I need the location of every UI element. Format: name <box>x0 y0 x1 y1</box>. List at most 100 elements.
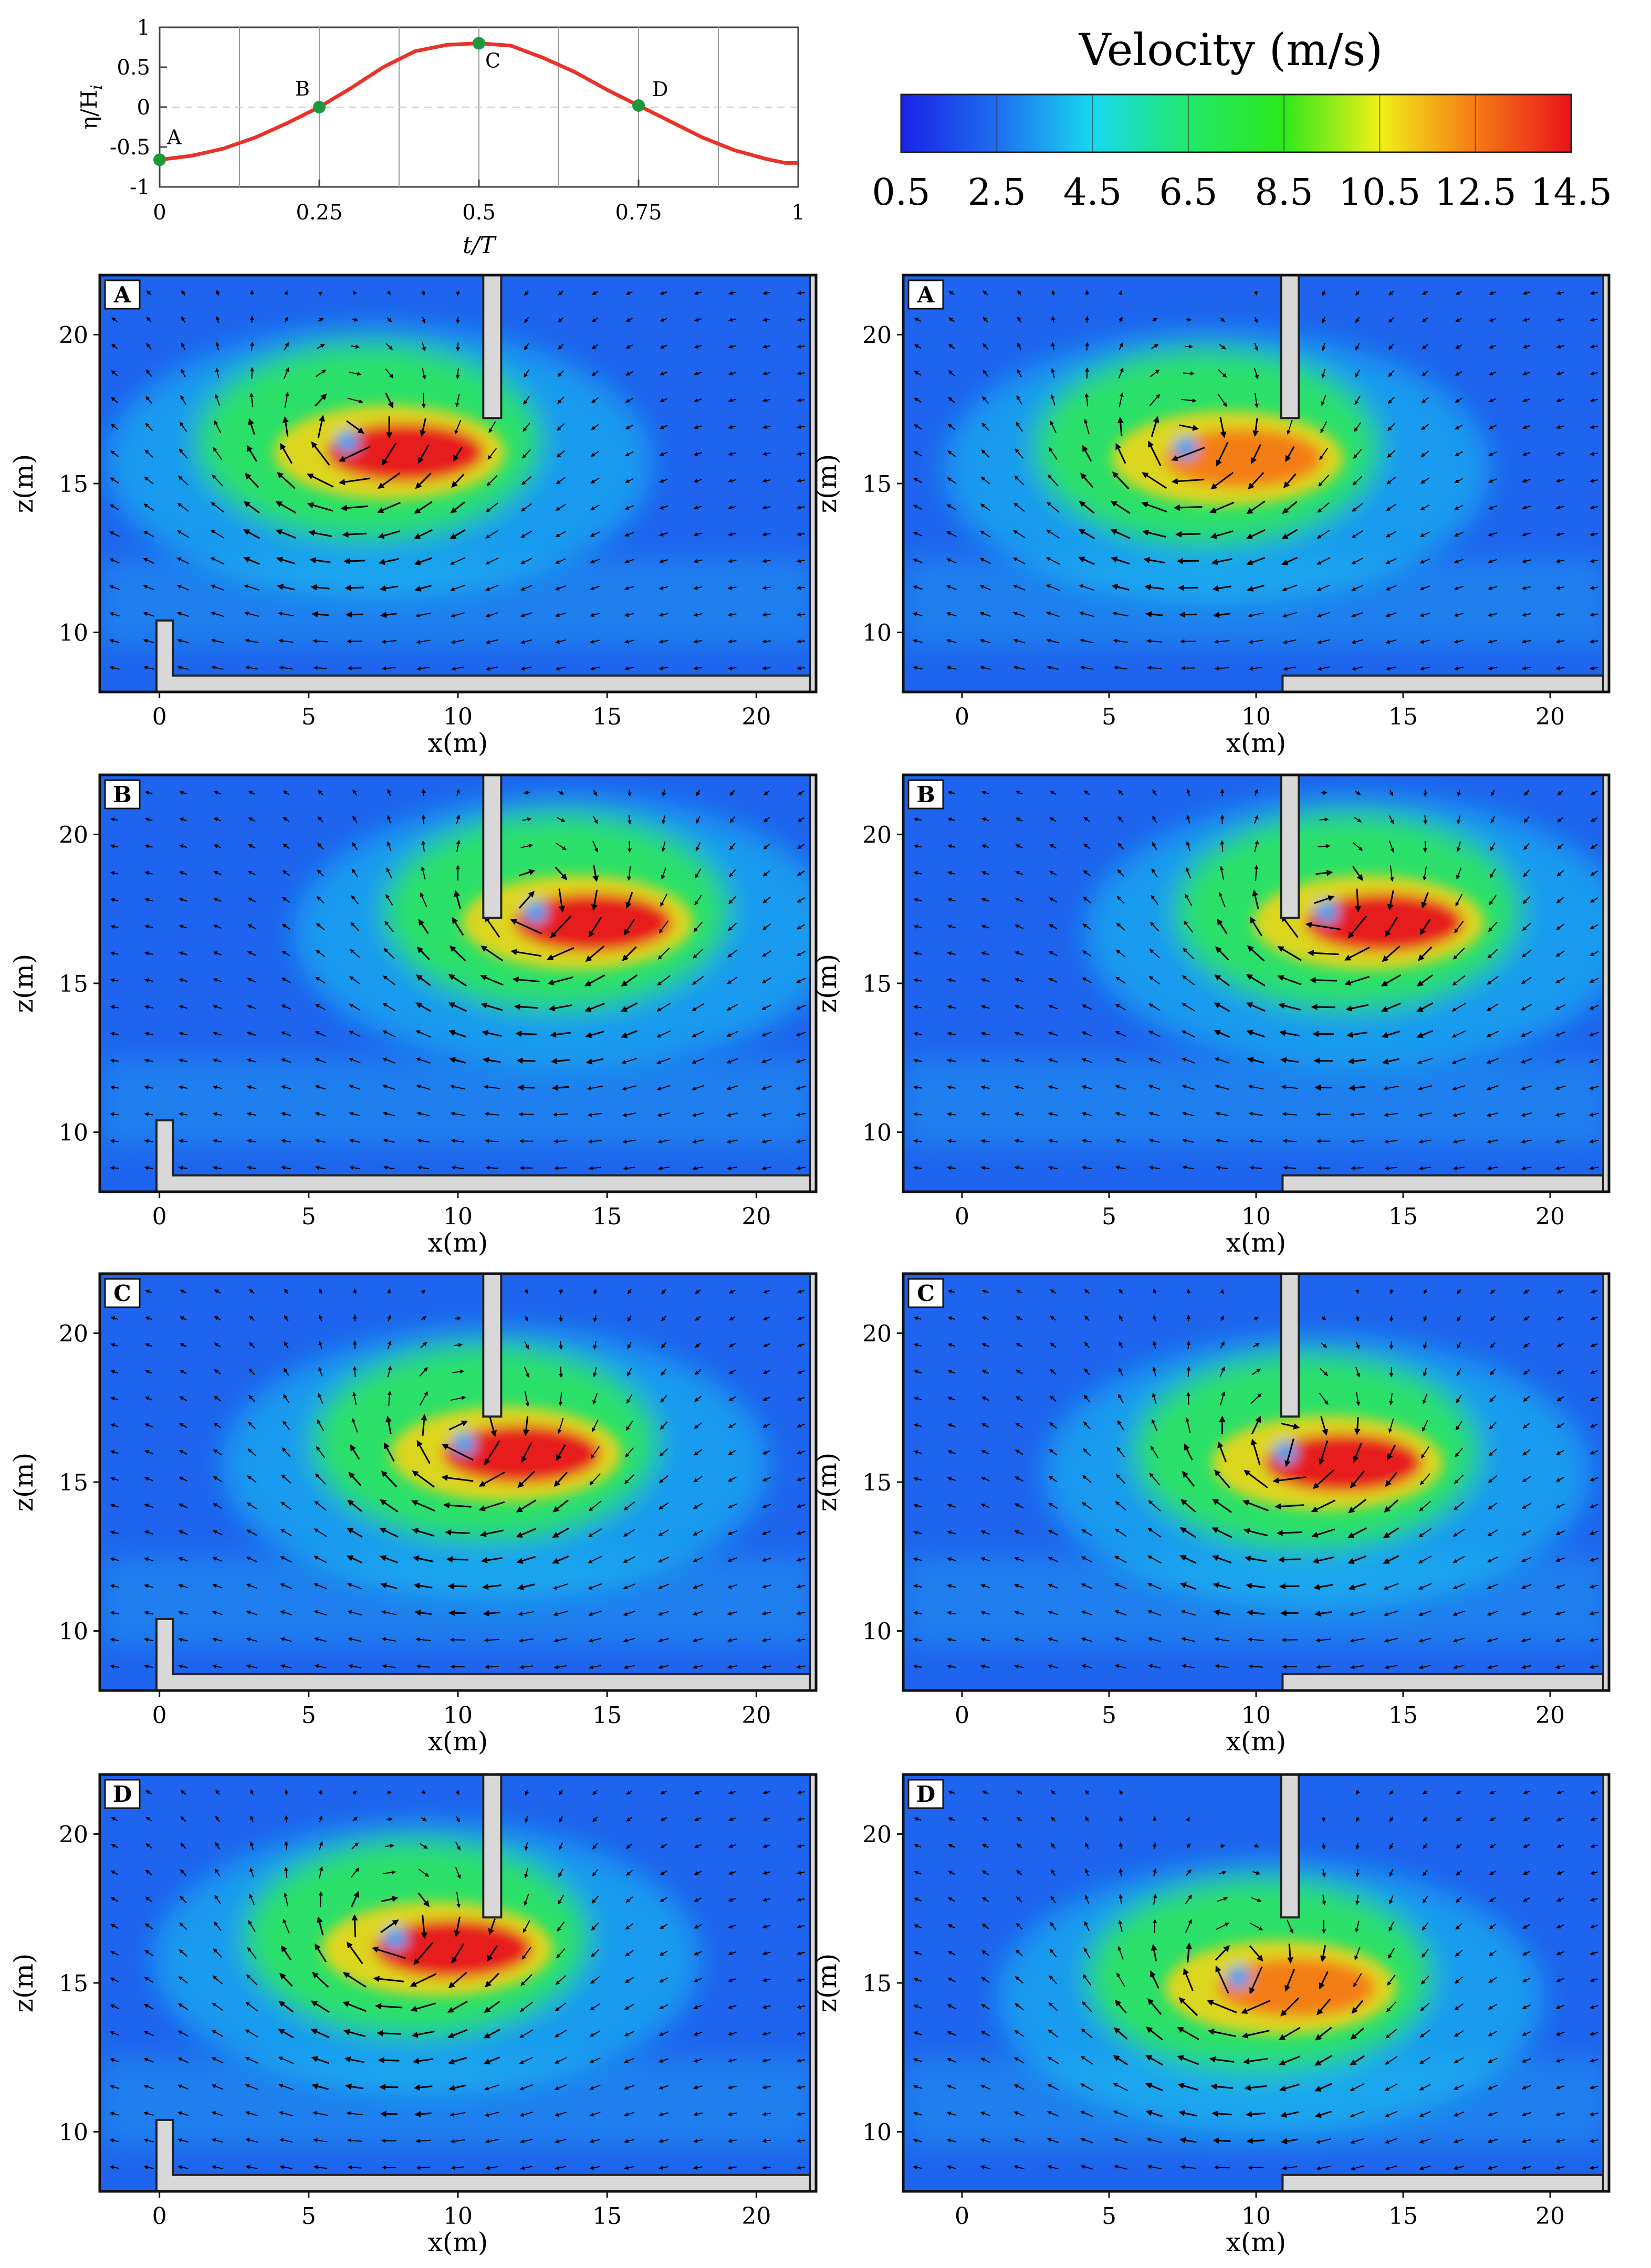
velocity-arrow <box>1150 369 1160 377</box>
velocity-arrow <box>421 290 426 296</box>
velocity-arrow <box>352 1314 357 1321</box>
velocity-arrow <box>210 584 225 591</box>
xtick-label: 5 <box>301 2203 316 2230</box>
phase-point-d <box>632 99 645 112</box>
velocity-arrow <box>307 502 333 512</box>
velocity-arrow <box>1385 666 1397 671</box>
velocity-arrow <box>797 344 805 349</box>
velocity-arrow <box>979 665 991 670</box>
velocity-arrow <box>914 344 922 349</box>
velocity-arrow <box>309 557 331 564</box>
velocity-arrow <box>1351 558 1364 564</box>
wave-ylabel: η/Hi <box>76 85 106 130</box>
velocity-arrow <box>143 666 154 670</box>
velocity-arrow <box>516 1057 536 1064</box>
velocity-arrow <box>1253 317 1258 323</box>
velocity-arrow <box>143 612 154 617</box>
xtick-label: 15 <box>1388 1203 1418 1230</box>
velocity-arrow <box>624 613 634 617</box>
velocity-arrow <box>1013 638 1025 644</box>
velocity-field <box>100 1774 816 2191</box>
velocity-field <box>903 275 1609 692</box>
velocity-arrow <box>694 291 702 295</box>
velocity-arrow <box>1082 445 1092 462</box>
velocity-arrow <box>1246 2137 1265 2144</box>
velocity-arrow <box>693 452 702 456</box>
velocity-arrow <box>1047 501 1060 513</box>
velocity-arrow <box>315 369 327 377</box>
velocity-arrow <box>982 370 989 377</box>
velocity-arrow <box>524 317 529 323</box>
velocity-arrow <box>215 368 220 379</box>
wave-ytick-label: 0 <box>137 96 150 120</box>
velocity-arrow <box>693 532 703 537</box>
velocity-arrow <box>983 343 988 350</box>
velocity-arrow <box>416 639 431 644</box>
velocity-arrow <box>1110 529 1131 539</box>
phase-label-c: C <box>485 49 500 72</box>
velocity-arrow <box>1354 422 1362 432</box>
xtick-label: 10 <box>443 1203 473 1230</box>
xtick-label: 15 <box>592 1702 622 1729</box>
velocity-arrow <box>796 505 805 510</box>
velocity-arrow <box>1085 367 1090 379</box>
velocity-arrow <box>111 370 118 376</box>
velocity-arrow <box>414 501 433 514</box>
vertical-plate <box>1280 275 1300 419</box>
seabed-step <box>1281 1174 1604 1192</box>
xtick-label: 0 <box>955 704 969 730</box>
velocity-arrow <box>946 666 957 670</box>
velocity-arrow <box>914 318 921 322</box>
velocity-arrow <box>386 317 392 322</box>
velocity-arrow <box>213 447 223 460</box>
velocity-field <box>903 775 1609 1192</box>
velocity-arrow <box>913 505 923 510</box>
velocity-arrow <box>660 344 667 349</box>
vortex-core <box>1227 1965 1250 1989</box>
velocity-arrow <box>797 318 805 322</box>
velocity-arrow <box>1281 556 1298 565</box>
velocity-arrow <box>762 639 771 644</box>
velocity-arrow <box>627 841 632 853</box>
phase-label-d: D <box>652 78 668 101</box>
velocity-arrow <box>1214 639 1230 644</box>
yaxis-label: z(m) <box>8 954 39 1013</box>
velocity-arrow <box>693 478 703 483</box>
velocity-arrow <box>1253 291 1258 296</box>
colorbar-tick-label: 6.5 <box>1159 171 1217 214</box>
velocity-arrow <box>110 423 119 430</box>
colorbar-tick-label: 0.5 <box>872 171 930 214</box>
velocity-field <box>100 1274 816 1690</box>
velocity-arrow <box>1153 1919 1157 1933</box>
velocity-arrow <box>144 449 153 458</box>
velocity-arrow <box>557 396 565 404</box>
wave-xtick-label: 0 <box>153 201 166 225</box>
velocity-arrow <box>109 585 120 590</box>
velocity-arrow <box>177 638 189 644</box>
velocity-arrow <box>694 425 702 429</box>
velocity-arrow <box>1012 557 1026 564</box>
velocity-arrow <box>485 612 499 618</box>
panel-label-box <box>104 279 141 310</box>
yaxis-label: z(m) <box>812 454 842 513</box>
velocity-arrow <box>1013 530 1026 538</box>
velocity-arrow <box>1051 342 1056 351</box>
velocity-arrow <box>555 585 566 591</box>
velocity-arrow <box>948 290 955 296</box>
velocity-arrow <box>349 372 362 376</box>
xtick-label: 5 <box>1102 1702 1116 1729</box>
colorbar-tick-label: 10.5 <box>1339 171 1420 214</box>
vortex-core <box>1274 1441 1297 1464</box>
velocity-arrow <box>1319 447 1329 460</box>
velocity-arrow <box>659 532 668 537</box>
velocity-arrow <box>1186 1288 1191 1294</box>
velocity-arrow <box>181 290 186 296</box>
velocity-arrow <box>694 318 702 322</box>
velocity-field <box>100 275 816 692</box>
velocity-arrow <box>556 450 566 458</box>
velocity-arrow <box>1079 500 1095 514</box>
vortex-core <box>336 430 359 454</box>
xtick-label: 0 <box>955 1702 969 1729</box>
xaxis-label: x(m) <box>1226 728 1287 758</box>
velocity-arrow <box>1355 290 1360 296</box>
